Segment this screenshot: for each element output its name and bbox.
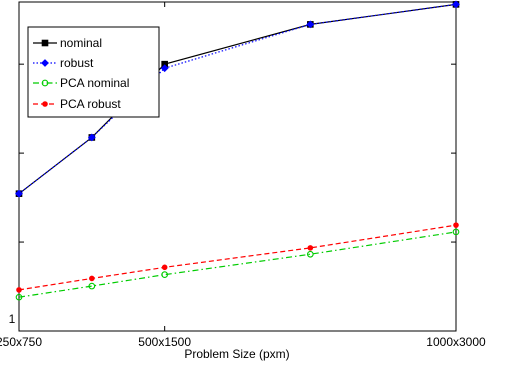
y-tick-label: 1 bbox=[9, 312, 16, 326]
x-tick-label: 500x1500 bbox=[138, 335, 191, 349]
data-point bbox=[16, 287, 22, 293]
legend-item-pca-robust: PCA robust bbox=[33, 97, 121, 111]
data-point bbox=[88, 282, 96, 290]
data-point bbox=[15, 189, 23, 198]
series-robust bbox=[15, 0, 460, 198]
data-point bbox=[452, 0, 460, 9]
legend: nominal robust PCA nominal PCA robust bbox=[27, 26, 160, 118]
data-point bbox=[87, 133, 96, 142]
series-pca-nominal bbox=[15, 228, 460, 301]
legend-item-nominal: nominal bbox=[33, 36, 102, 50]
data-point bbox=[452, 228, 460, 236]
data-point bbox=[306, 20, 315, 29]
data-point bbox=[15, 293, 23, 301]
data-point bbox=[161, 271, 169, 279]
x-axis-title: Problem Size (pxm) bbox=[184, 347, 289, 361]
legend-label: PCA nominal bbox=[60, 76, 129, 90]
data-point bbox=[161, 264, 168, 271]
legend-marker bbox=[41, 59, 49, 67]
data-point bbox=[453, 222, 459, 228]
data-point bbox=[160, 64, 169, 73]
legend-marker bbox=[41, 39, 49, 47]
legend-marker bbox=[41, 79, 49, 87]
legend-box bbox=[27, 26, 160, 118]
x-tick-label: 250x750 bbox=[0, 335, 42, 349]
series-pca-robust bbox=[16, 222, 459, 293]
data-point bbox=[307, 245, 314, 251]
legend-marker bbox=[42, 101, 48, 107]
x-axis: 250x750 500x1500 1000x3000 bbox=[0, 2, 486, 349]
data-point bbox=[89, 275, 95, 282]
legend-label: PCA robust bbox=[60, 97, 121, 111]
legend-item-robust: robust bbox=[33, 56, 94, 70]
legend-item-pca-nominal: PCA nominal bbox=[33, 76, 129, 90]
data-point bbox=[306, 250, 314, 258]
legend-label: nominal bbox=[60, 36, 102, 50]
x-tick-label: 1000x3000 bbox=[426, 335, 486, 349]
legend-label: robust bbox=[60, 56, 94, 70]
series-layer bbox=[15, 0, 460, 301]
y-axis: 1 bbox=[9, 63, 456, 332]
